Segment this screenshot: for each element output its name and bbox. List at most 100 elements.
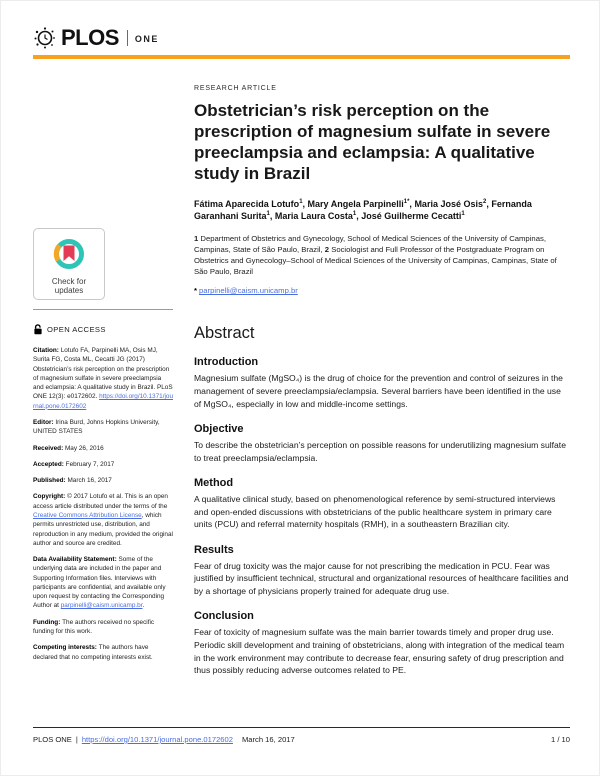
abstract-subsection: Objective To describe the obstetrician’s…: [194, 423, 570, 464]
sidebar-block-text: Lotufo FA, Parpinelli MA, Osis MJ, Surit…: [33, 347, 173, 401]
abstract-subsection-text: Fear of toxicity of magnesium sulfate wa…: [194, 627, 565, 676]
article-title: Obstetrician’s risk perception on the pr…: [194, 101, 551, 183]
page-footer: PLOS ONE | https://doi.org/10.1371/journ…: [33, 727, 570, 744]
abstract-subsection-heading: Results: [194, 543, 234, 556]
check-for-updates-label: Check for updates: [51, 277, 87, 296]
author-separator: ,: [269, 211, 275, 222]
sidebar-block-label: Citation:: [33, 347, 61, 354]
abstract-subsection-heading: Conclusion: [194, 610, 254, 623]
content-columns: Check for updates OPEN ACCESS Citation: …: [0, 59, 600, 677]
affiliation-number: 1: [194, 233, 201, 243]
correspondence-line: * parpinelli@caism.unicamp.br: [194, 286, 570, 295]
footer-separator: |: [75, 735, 78, 744]
abstract-subsection: Method A qualitative clinical study, bas…: [194, 477, 570, 531]
sidebar-link[interactable]: https://doi.org/10.1371/journal.pone.017…: [33, 393, 173, 410]
abstract-subsection-text: Magnesium sulfate (MgSO₄) is the drug of…: [194, 373, 563, 409]
author-name: Fátima Aparecida Lotufo: [194, 198, 300, 209]
logo-divider: [126, 30, 128, 46]
footer-journal: PLOS ONE: [33, 735, 72, 744]
footer-doi-link[interactable]: https://doi.org/10.1371/journal.pone.017…: [81, 735, 233, 744]
sidebar-block: Published: March 16, 2017: [33, 476, 173, 485]
sidebar-block-label: Received:: [33, 444, 65, 452]
sidebar-link[interactable]: Creative Commons Attribution License: [33, 511, 142, 519]
footer-date: March 16, 2017: [241, 735, 295, 744]
affiliation: 2 Sociologist and Full Professor of the …: [194, 245, 557, 276]
sidebar-block: Received: May 26, 2016: [33, 444, 173, 453]
author-separator: ,: [356, 211, 362, 222]
sidebar-block-text: The authors have declared that no compet…: [33, 644, 153, 661]
sidebar-divider: [33, 309, 173, 310]
brand-name: PLOS: [61, 25, 119, 50]
sidebar-block-text-after: .: [142, 602, 145, 610]
abstract-subsections: Introduction Magnesium sulfate (MgSO₄) i…: [194, 356, 570, 676]
sidebar-block-text: February 7, 2017: [65, 460, 115, 468]
author-separator: ,: [409, 198, 415, 209]
open-lock-icon: [34, 324, 42, 335]
author-affiliation-sup: 1: [352, 211, 357, 218]
sidebar-block-text: March 16, 2017: [67, 477, 112, 485]
sidebar-block: Funding: The authors received no specifi…: [33, 618, 173, 637]
author-affiliation-sup: 1: [461, 211, 465, 218]
author-affiliation-sup: 2: [482, 198, 487, 205]
author-name: Maria Laura Costa: [274, 211, 353, 222]
affiliation-text: Department of Obstetrics and Gynecology,…: [194, 233, 546, 254]
abstract-subsection-heading: Objective: [194, 423, 244, 436]
accent-bar: [33, 55, 570, 59]
footer-page-number: 1 / 10: [551, 735, 570, 744]
author: Fátima Aparecida Lotufo1,: [194, 199, 308, 209]
author-affiliation-sup: 1: [266, 211, 270, 218]
author-name: José Guilherme Cecatti: [361, 211, 462, 222]
author-name: Maria José Osis: [414, 198, 483, 209]
sidebar-block-label: Competing interests:: [33, 644, 99, 652]
abstract-subsection-text: A qualitative clinical study, based on p…: [194, 494, 556, 530]
correspondence-marker: *: [194, 286, 197, 296]
author: Fernanda Garanhani Surita1,: [194, 199, 532, 222]
abstract-subsection: Results Fear of drug toxicity was the ma…: [194, 544, 570, 598]
sidebar-block: Copyright: © 2017 Lotufo et al. This is …: [33, 492, 173, 548]
sidebar-block-text: Some of the underlying data are included…: [33, 556, 166, 610]
check-for-updates-badge[interactable]: Check for updates: [33, 228, 105, 300]
sidebar: Check for updates OPEN ACCESS Citation: …: [33, 59, 173, 677]
author-list: Fátima Aparecida Lotufo1, Mary Angela Pa…: [194, 198, 570, 223]
abstract-subsection-heading: Introduction: [194, 356, 259, 369]
sidebar-block-label: Copyright:: [33, 493, 68, 501]
sidebar-block: Competing interests: The authors have de…: [33, 643, 173, 662]
affiliation-number: 2: [324, 244, 332, 254]
abstract-section: Abstract Introduction Magnesium sulfate …: [194, 324, 570, 676]
sidebar-block-label: Funding:: [33, 618, 63, 626]
open-access: OPEN ACCESS: [33, 324, 173, 335]
author-name: Mary Angela Parpinelli: [307, 198, 404, 209]
affiliation-list: 1 Department of Obstetrics and Gynecolog…: [194, 233, 570, 278]
open-access-label: OPEN ACCESS: [47, 325, 106, 334]
footer-left: PLOS ONE | https://doi.org/10.1371/journ…: [33, 735, 295, 744]
sidebar-block-text-after: , which permits unrestricted use, distri…: [33, 511, 173, 547]
plos-logo-icon: [34, 27, 55, 49]
sidebar-block-label: Editor:: [33, 418, 56, 426]
sidebar-block-text: © 2017 Lotufo et al. This is an open acc…: [33, 493, 168, 510]
sidebar-block-text: May 26, 2016: [64, 444, 104, 452]
abstract-subsection: Introduction Magnesium sulfate (MgSO₄) i…: [194, 356, 570, 410]
abstract-subsection-heading: Method: [194, 477, 234, 490]
article-main: RESEARCH ARTICLE Obstetrician’s risk per…: [194, 59, 570, 677]
author: Maria José Osis2,: [414, 199, 491, 209]
brand-sub-name: ONE: [134, 34, 159, 44]
sidebar-blocks: Citation: Lotufo FA, Parpinelli MA, Osis…: [33, 346, 173, 662]
sidebar-block: Citation: Lotufo FA, Parpinelli MA, Osis…: [33, 346, 173, 411]
sidebar-block: Data Availability Statement: Some of the…: [33, 555, 173, 611]
correspondence-email-link[interactable]: parpinelli@caism.unicamp.br: [199, 286, 298, 296]
author-affiliation-sup: 1: [299, 198, 303, 205]
author-separator: ,: [486, 198, 492, 209]
update-ring-icon: [53, 239, 84, 269]
sidebar-block-label: Accepted:: [33, 460, 66, 468]
author-separator: ,: [302, 198, 308, 209]
abstract-subsection-text: Fear of drug toxicity was the major caus…: [194, 560, 569, 596]
sidebar-block-text: Irina Burd, Johns Hopkins University, UN…: [33, 418, 160, 436]
sidebar-link[interactable]: parpinelli@caism.unicamp.br: [60, 602, 143, 610]
author: Mary Angela Parpinelli1*,: [308, 199, 415, 209]
masthead: PLOS ONE: [0, 0, 600, 59]
abstract-title: Abstract: [194, 324, 255, 343]
sidebar-block-text: The authors received no specific funding…: [33, 618, 155, 636]
author-name: Fernanda Garanhani Surita: [194, 198, 532, 222]
author: Maria Laura Costa1,: [275, 211, 361, 221]
